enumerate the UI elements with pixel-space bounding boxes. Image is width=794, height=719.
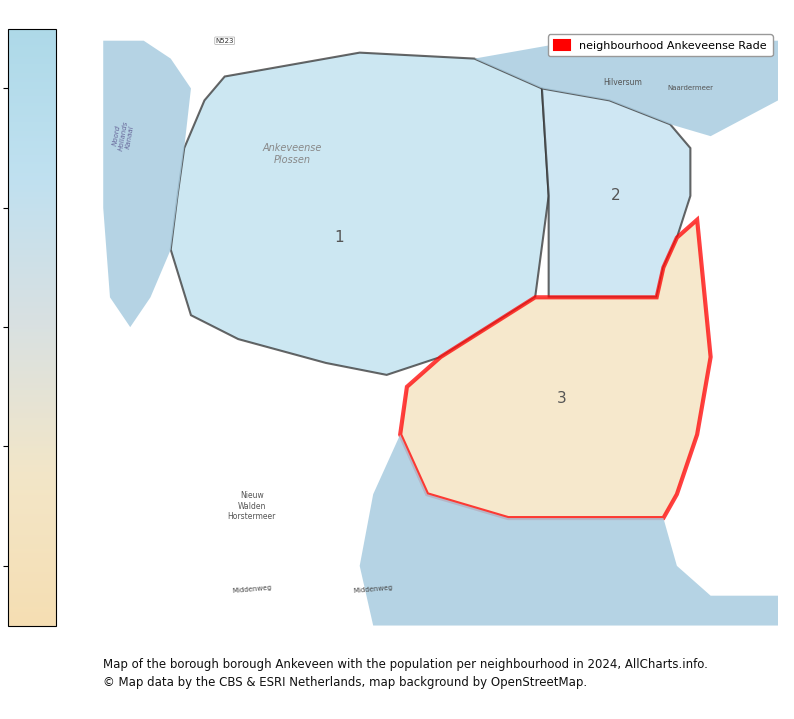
Text: Noord
Hollands
Kanaal: Noord Hollands Kanaal xyxy=(111,119,136,153)
Text: Naardermeer: Naardermeer xyxy=(668,86,713,91)
Text: Nieuw
Walden
Horstermeer: Nieuw Walden Horstermeer xyxy=(228,491,276,521)
Text: 2: 2 xyxy=(611,188,621,203)
Text: Hilversum: Hilversum xyxy=(603,78,642,87)
Polygon shape xyxy=(360,434,778,626)
Polygon shape xyxy=(103,41,191,327)
Text: 1: 1 xyxy=(334,230,345,245)
Text: Map of the borough borough Ankeveen with the population per neighbourhood in 202: Map of the borough borough Ankeveen with… xyxy=(103,658,708,671)
Text: N523: N523 xyxy=(215,37,234,44)
Text: Middenweg: Middenweg xyxy=(353,585,393,595)
Polygon shape xyxy=(474,41,778,136)
Text: 3: 3 xyxy=(557,391,567,406)
Text: © Map data by the CBS & ESRI Netherlands, map background by OpenStreetMap.: © Map data by the CBS & ESRI Netherlands… xyxy=(103,676,588,689)
Text: Ankeveense
Plossen: Ankeveense Plossen xyxy=(263,143,322,165)
Polygon shape xyxy=(542,88,691,298)
Legend: neighbourhood Ankeveense Rade: neighbourhood Ankeveense Rade xyxy=(549,35,773,56)
Text: Middenweg: Middenweg xyxy=(232,585,272,595)
Polygon shape xyxy=(171,52,549,375)
Polygon shape xyxy=(400,220,711,518)
